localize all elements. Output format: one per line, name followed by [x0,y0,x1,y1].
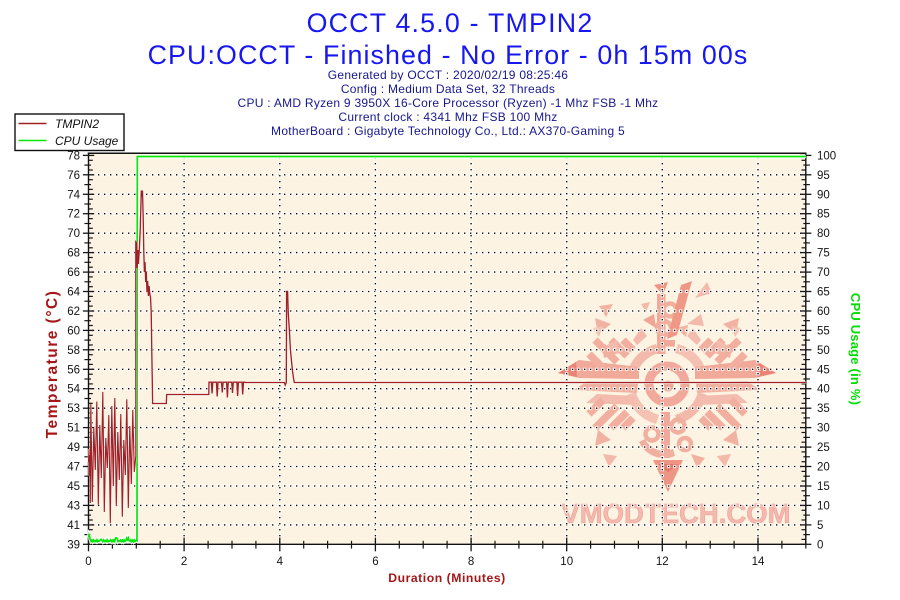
svg-text:51: 51 [67,423,80,435]
svg-text:20: 20 [817,462,830,474]
svg-text:95: 95 [817,170,830,182]
svg-text:25: 25 [817,442,830,454]
svg-text:2: 2 [181,556,187,568]
svg-text:MotherBoard : Gigabyte Technol: MotherBoard : Gigabyte Technology Co., L… [271,124,625,138]
svg-text:10: 10 [560,556,573,568]
svg-text:CPU Usage (in %): CPU Usage (in %) [848,293,863,405]
svg-text:Generated by OCCT : 2020/02/19: Generated by OCCT : 2020/02/19 08:25:46 [328,68,569,82]
svg-text:49: 49 [67,442,80,454]
svg-text:CPU:OCCT - Finished - No Error: CPU:OCCT - Finished - No Error - 0h 15m … [148,40,749,70]
svg-text:45: 45 [817,364,830,376]
svg-text:5: 5 [817,520,823,532]
svg-text:65: 65 [817,287,830,299]
svg-text:100: 100 [817,150,836,162]
svg-text:30: 30 [817,423,830,435]
svg-text:54: 54 [67,384,80,396]
svg-text:68: 68 [67,248,80,260]
svg-text:41: 41 [67,520,80,532]
svg-text:75: 75 [817,248,830,260]
svg-text:Temperature (°C): Temperature (°C) [44,290,61,439]
svg-text:6: 6 [372,556,378,568]
svg-text:4: 4 [277,556,284,568]
svg-text:58: 58 [67,345,80,357]
svg-text:15: 15 [817,481,830,493]
svg-text:OCCT 4.5.0 - TMPIN2: OCCT 4.5.0 - TMPIN2 [307,8,594,38]
svg-text:50: 50 [817,345,830,357]
svg-text:76: 76 [67,170,80,182]
svg-text:TMPIN2: TMPIN2 [55,117,99,131]
svg-text:53: 53 [67,403,80,415]
svg-text:60: 60 [817,306,830,318]
svg-text:85: 85 [817,209,830,221]
svg-text:90: 90 [817,189,830,201]
svg-text:14: 14 [752,556,765,568]
svg-text:12: 12 [656,556,669,568]
svg-text:64: 64 [67,287,80,299]
svg-text:43: 43 [67,500,80,512]
svg-text:8: 8 [468,556,474,568]
svg-text:62: 62 [67,306,80,318]
svg-text:10: 10 [817,500,830,512]
svg-text:70: 70 [67,228,80,240]
svg-text:CPU : AMD Ryzen 9 3950X 16-Cor: CPU : AMD Ryzen 9 3950X 16-Core Processo… [238,96,659,110]
svg-text:Config : Medium Data Set, 32 T: Config : Medium Data Set, 32 Threads [341,82,555,96]
svg-text:80: 80 [817,228,830,240]
svg-text:Duration (Minutes): Duration (Minutes) [388,571,506,585]
svg-text:74: 74 [67,189,80,201]
svg-text:39: 39 [67,539,80,551]
svg-text:40: 40 [817,384,830,396]
svg-text:0: 0 [817,539,823,551]
svg-text:72: 72 [67,209,80,221]
svg-text:70: 70 [817,267,830,279]
svg-text:Current clock : 4341 Mhz FSB 1: Current clock : 4341 Mhz FSB 100 Mhz [338,110,557,124]
svg-text:78: 78 [67,150,80,162]
svg-text:0: 0 [85,556,91,568]
svg-text:60: 60 [67,325,80,337]
svg-text:55: 55 [817,325,830,337]
svg-text:47: 47 [67,462,80,474]
svg-text:35: 35 [817,403,830,415]
svg-text:CPU Usage: CPU Usage [55,134,119,148]
svg-text:45: 45 [67,481,80,493]
svg-text:66: 66 [67,267,80,279]
svg-text:56: 56 [67,364,80,376]
